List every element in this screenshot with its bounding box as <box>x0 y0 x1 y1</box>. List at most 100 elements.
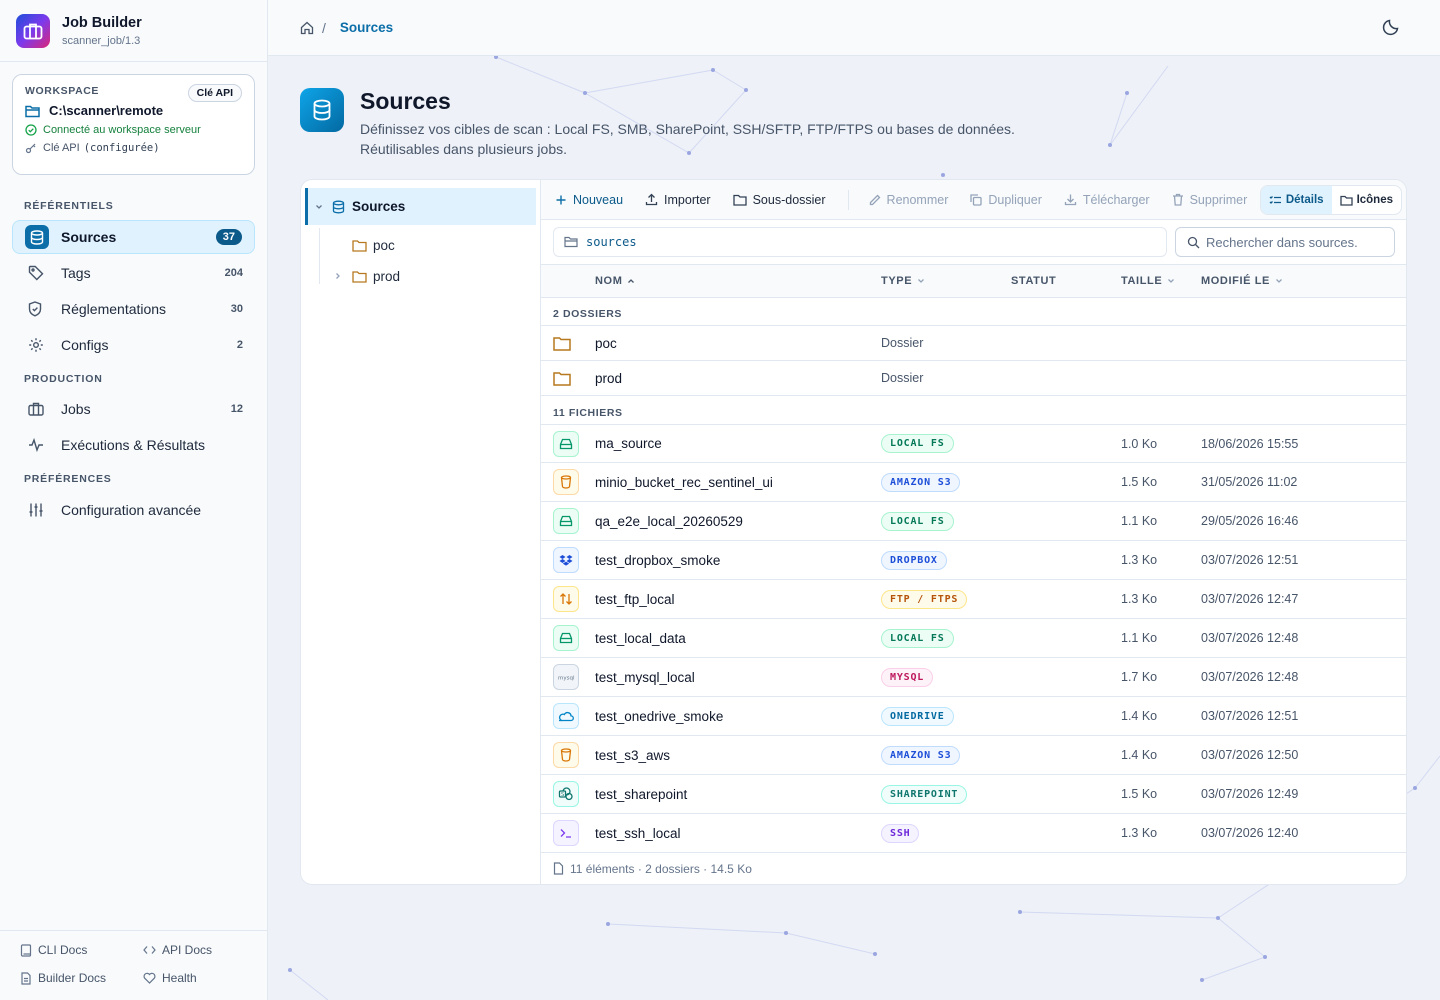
sidebar-item-reglementations[interactable]: Réglementations 30 <box>12 292 255 326</box>
sidebar-item-executions[interactable]: Exécutions & Résultats <box>12 428 255 462</box>
file-modified: 03/07/2026 12:47 <box>1201 592 1299 606</box>
builder-docs-link[interactable]: Builder Docs <box>20 971 106 985</box>
file-row[interactable]: test_ftp_local FTP / FTPS 1.3 Ko 03/07/2026… <box>541 580 1406 619</box>
file-row[interactable]: minio_bucket_rec_sentinel_ui AMAZON S3 1.5… <box>541 463 1406 502</box>
file-size: 1.1 Ko <box>1121 514 1158 528</box>
folder-row[interactable]: poc Dossier <box>541 325 1406 361</box>
file-name: test_mysql_local <box>595 669 695 685</box>
source-type-badge: SSH <box>881 823 920 843</box>
sidebar-item-count: 12 <box>230 403 243 415</box>
sidebar-item-tags[interactable]: Tags 204 <box>12 256 255 290</box>
api-key-button[interactable]: Clé API <box>187 84 242 102</box>
brand[interactable]: Job Builder scanner_job/1.3 <box>0 0 267 62</box>
column-status[interactable]: STATUT <box>1011 275 1056 287</box>
moon-icon[interactable] <box>1382 18 1400 36</box>
sidebar-item-sources[interactable]: Sources 37 <box>12 220 255 254</box>
tree-root-sources[interactable]: Sources <box>305 188 536 225</box>
sidebar-item-count: 37 <box>215 229 242 245</box>
s3-source-icon <box>553 742 579 768</box>
icons-label: Icônes <box>1356 194 1393 206</box>
source-type-badge: LOCAL FS <box>881 628 954 648</box>
workspace-path: C:\scanner\remote <box>25 103 242 118</box>
svg-text:mysql: mysql <box>558 676 575 682</box>
file-modified: 31/05/2026 11:02 <box>1201 475 1298 489</box>
file-name: test_ssh_local <box>595 825 681 841</box>
breadcrumb-current[interactable]: Sources <box>339 20 394 35</box>
sidebar-item-jobs[interactable]: Jobs 12 <box>12 392 255 426</box>
folder-row[interactable]: prod Dossier <box>541 361 1406 396</box>
file-icon <box>553 862 564 875</box>
file-size: 1.3 Ko <box>1121 553 1158 567</box>
file-row[interactable]: test_dropbox_smoke DROPBOX 1.3 Ko 03/07/202… <box>541 541 1406 580</box>
source-type-badge: LOCAL FS <box>881 511 954 531</box>
new-button[interactable]: Nouveau <box>555 193 623 207</box>
sidebar-item-label: Jobs <box>61 401 91 417</box>
sliders-icon <box>28 502 50 518</box>
tree-node-poc[interactable]: poc <box>352 232 395 258</box>
duplicate-button[interactable]: Dupliquer <box>970 193 1042 207</box>
tree-node-label: prod <box>373 268 401 284</box>
column-type[interactable]: TYPE <box>881 275 926 287</box>
pencil-icon <box>869 194 880 205</box>
column-name[interactable]: NOM <box>595 275 636 287</box>
delete-label: Supprimer <box>1189 192 1248 207</box>
files-group-label: 11 FICHIERS <box>553 407 623 419</box>
file-row[interactable]: ma_source LOCAL FS 1.0 Ko 18/06/2026 15:55 <box>541 424 1406 463</box>
column-modified-label: MODIFIÉ LE <box>1201 275 1270 287</box>
sidebar-item-count: 30 <box>230 303 243 315</box>
trash-icon <box>1172 193 1183 206</box>
details-view-button[interactable]: Détails <box>1260 186 1332 214</box>
download-button[interactable]: Télécharger <box>1064 193 1150 207</box>
new-label: Nouveau <box>573 192 624 207</box>
subfolder-label: Sous-dossier <box>752 192 826 207</box>
file-modified: 03/07/2026 12:49 <box>1201 787 1299 801</box>
file-type-cell: SSH <box>881 814 920 852</box>
icons-view-button[interactable]: Icônes <box>1332 186 1401 214</box>
file-size: 1.3 Ko <box>1121 826 1158 840</box>
topbar: / Sources <box>268 0 1440 56</box>
local-source-icon <box>553 508 579 534</box>
folder-open-icon <box>564 236 578 248</box>
health-link[interactable]: Health <box>143 971 197 985</box>
file-row[interactable]: mysql test_mysql_local MYSQL 1.7 Ko 03/07/20… <box>541 658 1406 697</box>
sidebar-item-count: 204 <box>224 267 243 279</box>
svg-text:S: S <box>561 792 564 798</box>
api-docs-link[interactable]: API Docs <box>143 943 212 957</box>
sidebar-item-configuration-avancee[interactable]: Configuration avancée <box>12 493 255 527</box>
chevron-down-icon[interactable] <box>314 202 324 212</box>
column-size[interactable]: TAILLE <box>1121 275 1176 287</box>
chevron-down-icon <box>1168 279 1175 283</box>
workspace-card: WORKSPACE Clé API C:\scanner\remote Conn… <box>12 74 255 175</box>
file-modified: 03/07/2026 12:40 <box>1201 826 1299 840</box>
sidebar-item-configs[interactable]: Configs 2 <box>12 328 255 362</box>
subfolder-button[interactable]: Sous-dossier <box>732 192 826 207</box>
file-name: qa_e2e_local_20260529 <box>595 513 743 529</box>
file-text-icon <box>21 971 31 985</box>
folder-tree: Sources poc prod <box>301 180 541 884</box>
workspace-status: Connecté au workspace serveur <box>25 124 242 136</box>
activity-icon <box>28 438 50 452</box>
file-modified: 03/07/2026 12:48 <box>1201 631 1299 645</box>
chevron-right-icon[interactable] <box>333 271 343 281</box>
file-row[interactable]: qa_e2e_local_20260529 LOCAL FS 1.1 Ko 29/05… <box>541 502 1406 541</box>
onedrive-source-icon <box>553 703 579 729</box>
file-row[interactable]: test_onedrive_smoke ONEDRIVE 1.4 Ko 03/07/2… <box>541 697 1406 736</box>
folders-group-label: 2 DOSSIERS <box>553 308 623 320</box>
import-button[interactable]: Importer <box>645 193 711 207</box>
ftp-source-icon <box>553 586 579 612</box>
file-modified: 29/05/2026 16:46 <box>1201 514 1299 528</box>
file-row[interactable]: test_s3_aws AMAZON S3 1.4 Ko 03/07/2026 12:… <box>541 736 1406 775</box>
tree-node-prod[interactable]: prod <box>333 263 400 289</box>
path-input[interactable]: sources <box>553 227 1167 257</box>
search-input[interactable]: Rechercher dans sources. <box>1175 227 1395 257</box>
column-modified[interactable]: MODIFIÉ LE <box>1201 275 1284 287</box>
file-row[interactable]: test_ssh_local SSH 1.3 Ko 03/07/2026 12:40 <box>541 814 1406 853</box>
file-row[interactable]: test_local_data LOCAL FS 1.1 Ko 03/07/2026 … <box>541 619 1406 658</box>
file-modified: 03/07/2026 12:50 <box>1201 748 1299 762</box>
home-icon[interactable] <box>300 21 314 35</box>
cli-docs-link[interactable]: CLI Docs <box>20 943 87 957</box>
workspace-path-text: C:\scanner\remote <box>49 103 164 118</box>
rename-button[interactable]: Renommer <box>869 193 948 207</box>
delete-button[interactable]: Supprimer <box>1172 192 1248 207</box>
